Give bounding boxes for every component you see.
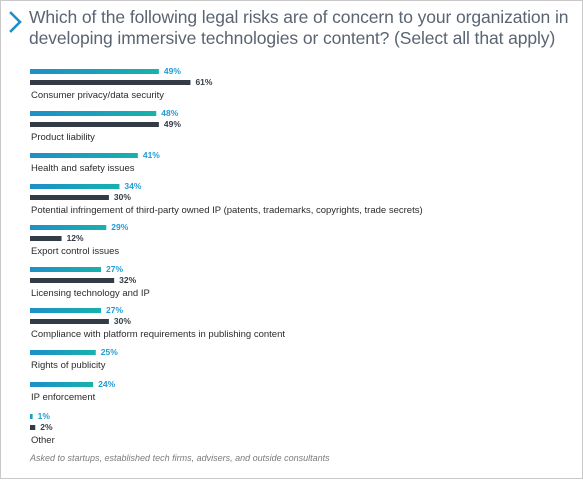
category-label-4: Export control issues (31, 246, 119, 257)
value-label-series1-8: 24% (98, 379, 115, 389)
category-label-6: Compliance with platform requirements in… (31, 329, 285, 340)
value-label-series2-1: 49% (164, 119, 181, 129)
value-label-series2-5: 32% (119, 275, 136, 285)
bar-series2-0 (30, 80, 191, 85)
value-label-series2-6: 30% (114, 316, 131, 326)
category-label-7: Rights of publicity (31, 360, 106, 371)
value-label-series1-6: 27% (106, 305, 123, 315)
category-label-5: Licensing technology and IP (31, 288, 150, 299)
bar-series1-5 (30, 267, 102, 272)
bar-series1-6 (30, 308, 102, 313)
bar-series1-1 (30, 111, 157, 116)
bar-series2-4 (30, 236, 62, 241)
bar-series1-7 (30, 350, 96, 355)
chevron-right-icon (9, 11, 22, 33)
bar-series2-3 (30, 195, 109, 200)
footnote: Asked to startups, established tech firm… (30, 453, 330, 463)
bar-series2-1 (30, 122, 159, 127)
bar-series1-4 (30, 225, 107, 230)
bar-series2-9 (30, 425, 36, 430)
chart-title: Which of the following legal risks are o… (29, 7, 569, 48)
value-label-series1-9: 1% (38, 411, 51, 421)
category-label-9: Other (31, 435, 55, 446)
category-label-3: Potential infringement of third-party ow… (31, 205, 423, 216)
value-label-series1-0: 49% (164, 66, 181, 76)
value-label-series1-4: 29% (111, 222, 128, 232)
bar-series1-8 (30, 382, 94, 387)
value-label-series2-9: 2% (40, 422, 53, 432)
value-label-series1-7: 25% (101, 347, 118, 357)
bar-series2-6 (30, 319, 109, 324)
value-label-series2-4: 12% (67, 233, 84, 243)
value-label-series1-5: 27% (106, 264, 123, 274)
bar-series2-5 (30, 278, 115, 283)
value-label-series1-2: 41% (143, 150, 160, 160)
bar-series1-2 (30, 153, 138, 158)
category-label-0: Consumer privacy/data security (31, 90, 164, 101)
bar-series1-0 (30, 69, 159, 74)
value-label-series2-0: 61% (195, 77, 212, 87)
bar-series1-3 (30, 184, 120, 189)
value-label-series2-3: 30% (114, 192, 131, 202)
value-label-series1-1: 48% (161, 108, 178, 118)
value-label-series1-3: 34% (124, 181, 141, 191)
category-label-8: IP enforcement (31, 392, 96, 403)
category-label-1: Product liability (31, 132, 95, 143)
category-label-2: Health and safety issues (31, 163, 135, 174)
bar-series1-9 (30, 414, 33, 419)
